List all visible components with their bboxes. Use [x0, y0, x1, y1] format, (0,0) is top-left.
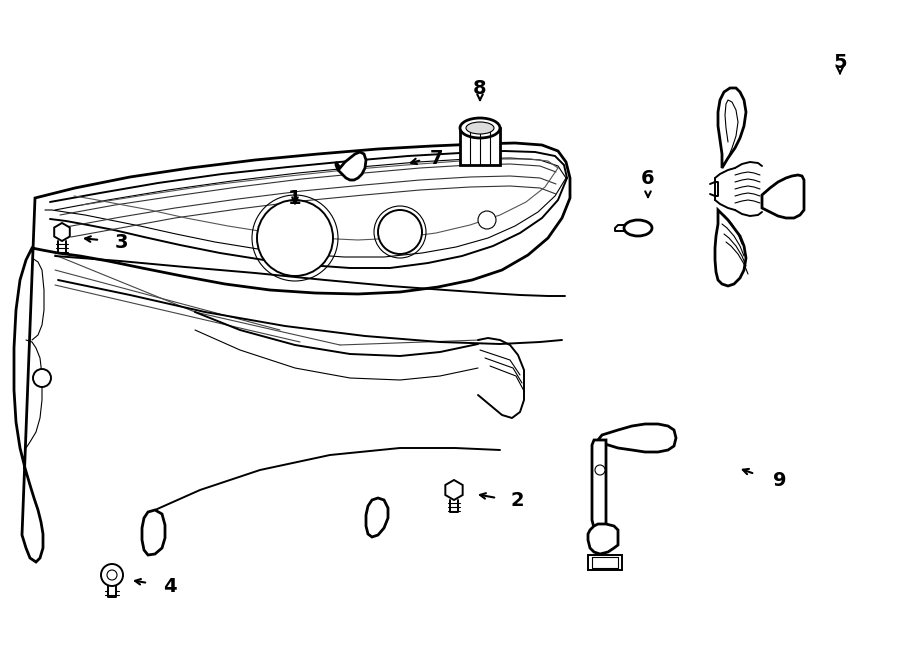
- Circle shape: [478, 211, 496, 229]
- Circle shape: [595, 465, 605, 475]
- Circle shape: [257, 200, 333, 276]
- Polygon shape: [592, 440, 606, 530]
- Circle shape: [378, 210, 422, 254]
- Ellipse shape: [624, 220, 652, 236]
- Circle shape: [33, 369, 51, 387]
- Polygon shape: [336, 152, 366, 180]
- Text: 2: 2: [510, 491, 524, 510]
- Text: 9: 9: [773, 471, 787, 489]
- Text: 7: 7: [430, 148, 444, 167]
- Polygon shape: [588, 524, 618, 554]
- Text: 8: 8: [473, 79, 487, 97]
- Text: 1: 1: [288, 189, 302, 207]
- Text: 3: 3: [115, 232, 129, 252]
- Polygon shape: [718, 88, 746, 168]
- Text: 5: 5: [833, 52, 847, 71]
- Circle shape: [107, 570, 117, 580]
- Ellipse shape: [460, 118, 500, 138]
- Text: 4: 4: [163, 577, 176, 596]
- Polygon shape: [598, 424, 676, 452]
- Polygon shape: [14, 143, 570, 562]
- Polygon shape: [54, 223, 70, 241]
- Text: 6: 6: [641, 169, 655, 187]
- Polygon shape: [460, 128, 500, 165]
- Polygon shape: [762, 175, 804, 218]
- Polygon shape: [588, 555, 622, 570]
- Polygon shape: [446, 480, 463, 500]
- Polygon shape: [366, 498, 388, 537]
- Polygon shape: [142, 510, 165, 555]
- Ellipse shape: [466, 122, 494, 134]
- Circle shape: [101, 564, 123, 586]
- Polygon shape: [715, 210, 746, 286]
